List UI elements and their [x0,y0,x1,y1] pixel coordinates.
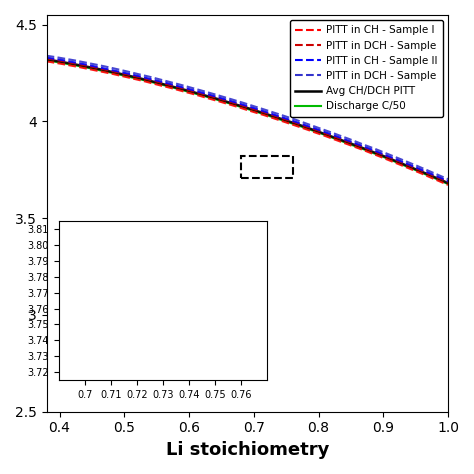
Bar [241,156,292,178]
Legend: PITT in CH - Sample I, PITT in DCH - Sample, PITT in CH - Sample II, PITT in DCH: PITT in CH - Sample I, PITT in DCH - Sam… [290,20,443,117]
X-axis label: Li stoichiometry: Li stoichiometry [165,441,329,459]
